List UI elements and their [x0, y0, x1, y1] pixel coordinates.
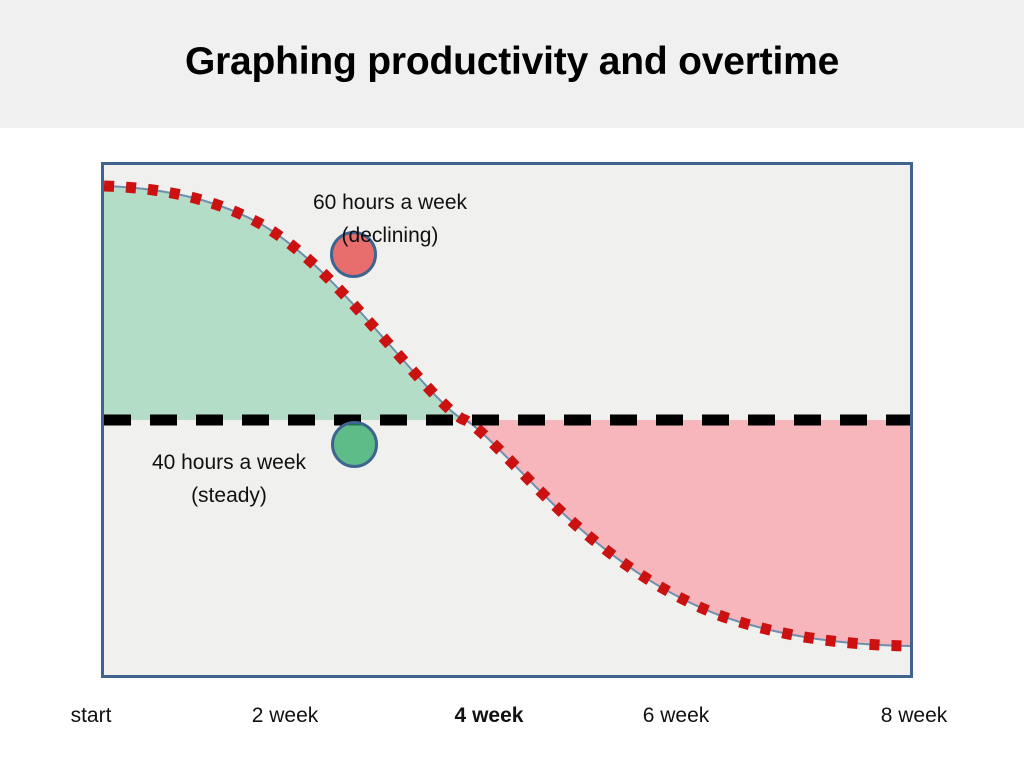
- page-title: Graphing productivity and overtime: [184, 40, 840, 83]
- annotation-40-hours-line2: (steady): [191, 484, 267, 507]
- x-tick-label-6-week: 6 week: [642, 704, 710, 727]
- annotation-40-hours-line1: 40 hours a week: [151, 451, 307, 474]
- x-tick-label-2-week: 2 week: [251, 704, 319, 727]
- x-tick-label-4-week: 4 week: [454, 704, 524, 727]
- x-axis-labels: start 2 week 4 week 6 week 8 week: [0, 704, 1024, 744]
- plot-canvas: [104, 180, 910, 652]
- productivity-chart: Productivity 60 hours a week (declining)…: [0, 128, 1024, 768]
- annotation-40-hours: 40 hours a week (steady): [69, 446, 389, 512]
- x-tick-label-start: start: [70, 704, 112, 727]
- annotation-60-hours-line2: (declining): [341, 224, 439, 247]
- title-band: Graphing productivity and overtime: [0, 0, 1024, 128]
- marker-60-hours[interactable]: [330, 231, 377, 278]
- marker-40-hours[interactable]: [331, 421, 378, 468]
- annotation-60-hours-line1: 60 hours a week: [312, 191, 468, 214]
- annotation-60-hours: 60 hours a week (declining): [200, 186, 580, 252]
- declining-productivity-curve: [104, 180, 910, 652]
- x-tick-label-8-week: 8 week: [880, 704, 948, 727]
- plot-area: [101, 162, 913, 678]
- gain-area-fill: [104, 186, 465, 420]
- loss-area-fill: [465, 420, 910, 646]
